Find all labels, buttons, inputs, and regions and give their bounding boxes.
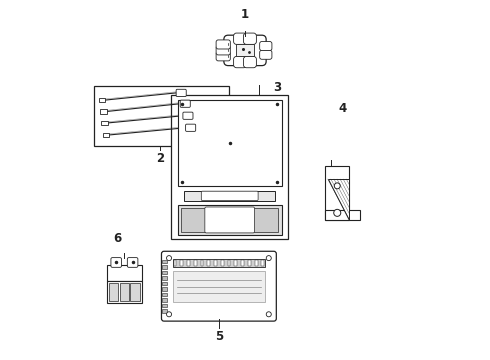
FancyBboxPatch shape: [201, 191, 258, 201]
Text: 5: 5: [215, 330, 223, 343]
Bar: [162, 271, 167, 274]
Bar: [194, 260, 196, 266]
FancyBboxPatch shape: [162, 251, 276, 321]
Circle shape: [167, 312, 172, 317]
Bar: [207, 260, 210, 266]
Bar: [99, 98, 105, 102]
Bar: [162, 298, 167, 302]
Bar: [221, 260, 224, 266]
FancyBboxPatch shape: [216, 52, 230, 61]
Bar: [187, 260, 190, 266]
Bar: [107, 265, 142, 281]
FancyBboxPatch shape: [216, 46, 230, 55]
Bar: [162, 287, 167, 291]
Bar: [162, 282, 167, 285]
Bar: [200, 260, 203, 266]
Circle shape: [266, 256, 271, 261]
Bar: [236, 44, 254, 56]
Text: 3: 3: [273, 81, 281, 94]
Bar: [109, 283, 119, 301]
FancyBboxPatch shape: [180, 100, 190, 107]
Bar: [100, 109, 107, 114]
FancyBboxPatch shape: [216, 40, 230, 49]
Bar: [130, 283, 140, 301]
Bar: [180, 260, 183, 266]
Bar: [325, 210, 360, 220]
Bar: [181, 208, 278, 232]
Text: 1: 1: [241, 8, 249, 21]
Bar: [94, 86, 229, 146]
Bar: [234, 260, 237, 266]
Bar: [162, 265, 167, 269]
Bar: [162, 309, 167, 312]
Bar: [255, 260, 258, 266]
Circle shape: [334, 209, 341, 216]
Bar: [173, 260, 176, 266]
FancyBboxPatch shape: [244, 33, 256, 44]
FancyBboxPatch shape: [260, 41, 272, 51]
FancyBboxPatch shape: [224, 35, 266, 66]
FancyBboxPatch shape: [234, 33, 246, 44]
FancyBboxPatch shape: [186, 124, 196, 131]
Bar: [162, 276, 167, 280]
FancyBboxPatch shape: [183, 112, 193, 120]
Circle shape: [334, 183, 340, 189]
Bar: [103, 133, 109, 137]
Bar: [120, 283, 129, 301]
Bar: [162, 303, 167, 307]
Text: 2: 2: [156, 152, 165, 165]
Text: 6: 6: [113, 232, 122, 245]
FancyBboxPatch shape: [111, 258, 122, 267]
Polygon shape: [328, 179, 349, 220]
FancyBboxPatch shape: [260, 50, 272, 59]
Bar: [248, 260, 251, 266]
Bar: [171, 95, 288, 239]
Bar: [101, 121, 108, 125]
Bar: [107, 281, 142, 303]
FancyBboxPatch shape: [234, 57, 246, 68]
Bar: [184, 191, 275, 201]
Bar: [173, 259, 265, 267]
Bar: [178, 100, 282, 186]
Text: 4: 4: [338, 102, 346, 115]
Circle shape: [167, 256, 172, 261]
Bar: [178, 205, 282, 235]
Bar: [162, 293, 167, 296]
Bar: [261, 260, 264, 266]
Bar: [173, 271, 265, 302]
Bar: [162, 260, 167, 264]
FancyBboxPatch shape: [205, 207, 254, 233]
Bar: [227, 260, 230, 266]
Bar: [214, 260, 217, 266]
FancyBboxPatch shape: [244, 57, 256, 68]
Bar: [325, 166, 349, 220]
FancyBboxPatch shape: [176, 89, 186, 96]
Bar: [241, 260, 244, 266]
Circle shape: [266, 312, 271, 317]
FancyBboxPatch shape: [127, 258, 138, 267]
